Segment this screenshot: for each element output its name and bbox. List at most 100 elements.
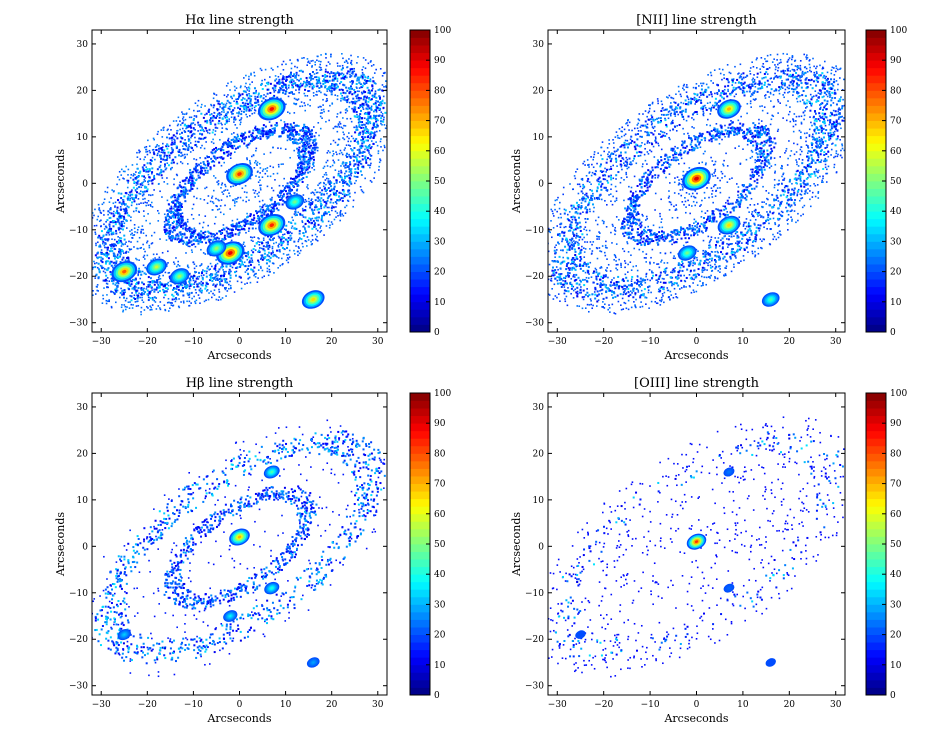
- colorbar-segment: [866, 634, 886, 643]
- colorbar-tick-label: 10: [890, 298, 902, 308]
- colorbar-tick-label: 80: [890, 86, 902, 96]
- colorbar-tick-label: 10: [434, 661, 446, 671]
- y-tick-label: 0: [82, 179, 88, 189]
- colorbar-tick-label: 20: [890, 631, 902, 641]
- colorbar-segment: [866, 90, 886, 99]
- x-tick-label: −20: [594, 337, 613, 347]
- y-tick-label: 0: [538, 179, 544, 189]
- y-tick-label: −10: [525, 226, 544, 236]
- colorbar-segment: [410, 483, 430, 492]
- colorbar-segment: [866, 521, 886, 530]
- x-tick-label: 10: [280, 337, 292, 347]
- x-tick-label: 20: [784, 337, 796, 347]
- colorbar-segment: [866, 393, 886, 401]
- knot-mark: [301, 290, 325, 309]
- colorbar-segment: [866, 438, 886, 447]
- colorbar-tick-label: 60: [890, 147, 902, 157]
- colorbar-segment: [410, 536, 430, 545]
- colorbar-segment: [866, 672, 886, 681]
- x-tick-label: 0: [694, 700, 700, 710]
- colorbar-tick-label: 50: [434, 177, 446, 187]
- colorbar-segment: [410, 604, 430, 613]
- colorbar-segment: [410, 649, 430, 658]
- colorbar-tick-label: 100: [434, 389, 451, 399]
- y-tick-label: −30: [525, 682, 544, 692]
- knot-mark: [206, 240, 227, 257]
- colorbar-segment: [410, 128, 430, 137]
- x-tick-label: 0: [237, 700, 243, 710]
- colorbar-segment: [410, 173, 430, 182]
- x-tick-label: 10: [737, 700, 749, 710]
- colorbar-segment: [410, 30, 430, 38]
- colorbar-segment: [866, 415, 886, 424]
- colorbar-segment: [866, 128, 886, 137]
- colorbar-segment: [866, 491, 886, 500]
- colorbar-tick-label: 30: [434, 600, 446, 610]
- heatmap-image: [92, 419, 387, 678]
- y-axis-label: Arcseconds: [510, 149, 523, 214]
- panel-4: −30 −20 −10 0 10 20 30 −30 −20 −10 0 10 20 30 [OIII] l…: [510, 376, 907, 725]
- colorbar-segment: [866, 627, 886, 635]
- x-tick-label: 30: [830, 700, 842, 710]
- colorbar-segment: [866, 279, 886, 288]
- colorbar-segment: [866, 596, 886, 605]
- knot-mark: [765, 658, 776, 667]
- colorbar-segment: [410, 393, 430, 401]
- x-tick-label: 30: [372, 700, 384, 710]
- colorbar-segment: [410, 430, 430, 439]
- knot-mark: [575, 630, 586, 639]
- y-tick-label: −10: [525, 589, 544, 599]
- y-tick-label: 30: [533, 40, 545, 50]
- colorbar-tick-label: 20: [434, 268, 446, 278]
- colorbar-tick-label: 90: [890, 56, 902, 66]
- colorbar-segment: [410, 460, 430, 469]
- y-tick-label: 10: [77, 133, 89, 143]
- colorbar-segment: [866, 316, 886, 325]
- colorbar-tick-label: 80: [434, 449, 446, 459]
- y-tick-label: 20: [533, 86, 545, 96]
- colorbar-tick-label: 60: [890, 510, 902, 520]
- x-tick-label: −10: [184, 700, 203, 710]
- colorbar-segment: [410, 211, 430, 220]
- knot-mark: [111, 261, 138, 283]
- colorbar-segment: [866, 75, 886, 84]
- colorbar-segment: [410, 309, 430, 318]
- colorbar-segment: [410, 97, 430, 106]
- colorbar-segment: [410, 491, 430, 500]
- panel-title: Hβ line strength: [186, 376, 294, 391]
- colorbar: 0 10 20 30 40 50 60 70 80 90 100: [865, 389, 907, 701]
- knot-mark: [226, 163, 253, 186]
- colorbar-tick-label: 90: [434, 419, 446, 429]
- colorbar-segment: [410, 181, 430, 189]
- y-tick-label: −30: [525, 319, 544, 329]
- y-tick-label: 0: [538, 542, 544, 552]
- knot-mark: [169, 268, 190, 285]
- y-tick-label: 10: [533, 496, 545, 506]
- colorbar-tick-label: 100: [890, 26, 907, 36]
- colorbar-segment: [410, 82, 430, 91]
- colorbar-segment: [410, 687, 430, 696]
- panel-3: −30 −20 −10 0 10 20 30 −30 −20 −10 0 10 20 30 Hβ line …: [54, 376, 451, 725]
- colorbar-tick-label: 0: [890, 328, 896, 338]
- x-tick-label: 0: [694, 337, 700, 347]
- knot-mark: [264, 581, 280, 595]
- colorbar-tick-label: 90: [890, 419, 902, 429]
- colorbar-segment: [410, 445, 430, 454]
- colorbar-segment: [866, 158, 886, 167]
- heatmap-image: [548, 416, 845, 678]
- x-axis-label: Arcseconds: [206, 349, 271, 362]
- y-tick-label: −20: [525, 635, 544, 645]
- colorbar-segment: [410, 589, 430, 598]
- colorbar-tick-label: 40: [890, 570, 902, 580]
- knot-mark: [258, 213, 286, 237]
- knot-mark: [263, 465, 280, 479]
- knot-mark: [257, 97, 286, 121]
- colorbar-segment: [866, 309, 886, 318]
- colorbar-segment: [410, 256, 430, 265]
- colorbar-segment: [866, 150, 886, 159]
- colorbar-segment: [410, 226, 430, 235]
- knot-mark: [723, 583, 735, 593]
- colorbar-segment: [410, 165, 430, 174]
- colorbar-tick-label: 100: [434, 26, 451, 36]
